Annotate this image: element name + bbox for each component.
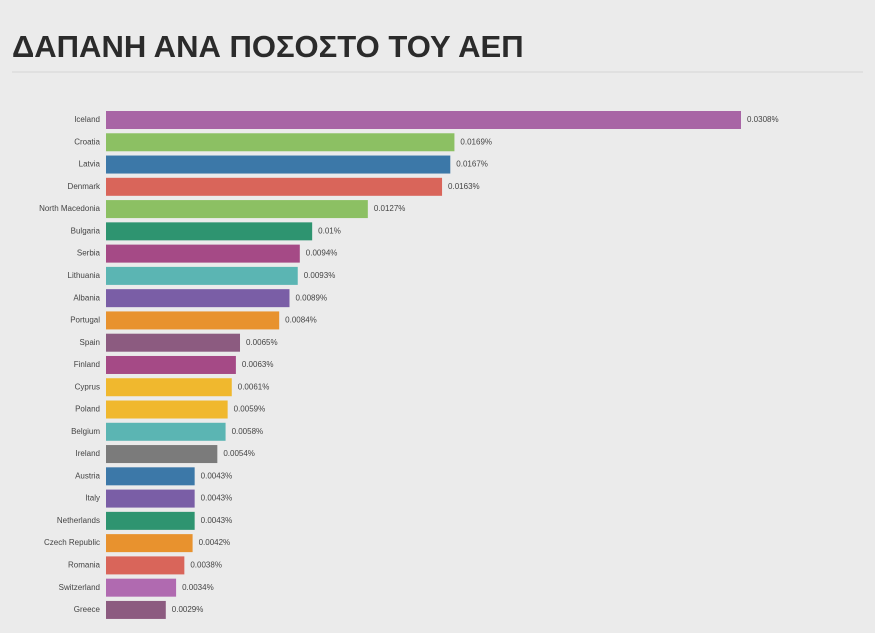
bar: [106, 155, 451, 174]
category-label: Belgium: [71, 427, 100, 436]
bar: [106, 600, 166, 619]
category-label: Poland: [75, 405, 100, 414]
category-label: Spain: [80, 338, 100, 347]
value-label: 0.0169%: [460, 137, 492, 146]
bar: [106, 244, 300, 263]
bar: [106, 355, 236, 374]
bar: [106, 489, 195, 508]
value-label: 0.0084%: [285, 316, 317, 325]
category-label: Croatia: [74, 137, 100, 146]
bar: [106, 467, 195, 486]
bar: [106, 133, 455, 152]
value-label: 0.0043%: [201, 516, 233, 525]
value-label: 0.0034%: [182, 583, 214, 592]
category-label: Denmark: [68, 182, 101, 191]
category-label: Romania: [68, 561, 101, 570]
bar: [106, 289, 290, 308]
bar: [106, 534, 193, 553]
category-label: Latvia: [79, 160, 101, 169]
category-label: Lithuania: [68, 271, 101, 280]
category-label: Ireland: [76, 449, 100, 458]
value-label: 0.0093%: [304, 271, 336, 280]
category-label: Netherlands: [57, 516, 100, 525]
category-label: Italy: [85, 494, 100, 503]
value-label: 0.0058%: [232, 427, 264, 436]
bar: [106, 400, 228, 419]
bar: [106, 422, 226, 441]
bar: [106, 200, 368, 219]
bar: [106, 333, 241, 352]
value-label: 0.0308%: [747, 115, 779, 124]
value-label: 0.0089%: [295, 293, 327, 302]
category-label: Portugal: [70, 316, 100, 325]
category-label: Finland: [74, 360, 100, 369]
category-label: North Macedonia: [39, 204, 100, 213]
value-label: 0.0065%: [246, 338, 278, 347]
value-label: 0.0167%: [456, 160, 488, 169]
category-label: Austria: [75, 471, 100, 480]
value-label: 0.0043%: [201, 471, 233, 480]
category-label: Czech Republic: [44, 538, 100, 547]
bar: [106, 378, 232, 397]
value-label: 0.0061%: [238, 382, 270, 391]
category-label: Switzerland: [59, 583, 100, 592]
bar: [106, 111, 741, 129]
value-label: 0.0094%: [306, 249, 338, 258]
value-label: 0.0059%: [234, 405, 266, 414]
bar: [106, 222, 313, 241]
value-label: 0.0063%: [242, 360, 274, 369]
bar: [106, 177, 443, 196]
bar: [106, 445, 218, 464]
value-label: 0.01%: [318, 226, 341, 235]
value-label: 0.0043%: [201, 494, 233, 503]
category-label: Cyprus: [75, 382, 100, 391]
bar: [106, 311, 280, 330]
category-label: Serbia: [77, 249, 101, 258]
chart-title: ΔΑΠΑΝΗ ΑΝΑ ΠΟΣΟΣΤΟ ΤΟΥ ΑΕΠ: [12, 29, 524, 64]
bar: [106, 266, 298, 285]
category-label: Greece: [74, 605, 101, 614]
category-label: Bulgaria: [71, 226, 101, 235]
category-label: Albania: [73, 293, 100, 302]
category-label: Iceland: [74, 115, 100, 124]
value-label: 0.0127%: [374, 204, 406, 213]
value-label: 0.0163%: [448, 182, 480, 191]
bar: [106, 556, 185, 575]
value-label: 0.0042%: [199, 538, 231, 547]
bar: [106, 578, 177, 597]
value-label: 0.0038%: [190, 561, 222, 570]
value-label: 0.0054%: [223, 449, 255, 458]
value-label: 0.0029%: [172, 605, 204, 614]
bar: [106, 511, 195, 530]
